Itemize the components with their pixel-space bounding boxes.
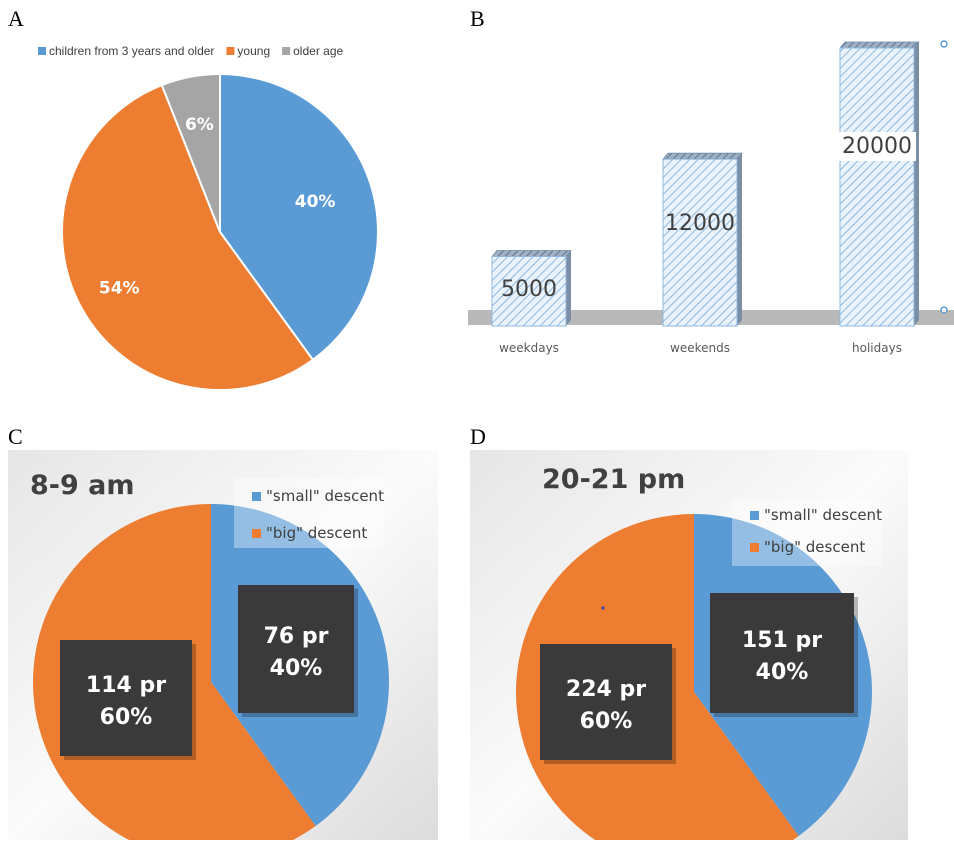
chart-b-bar-side-3 <box>914 42 919 326</box>
chart-a-label-1: 40% <box>295 192 336 212</box>
chart-c-label-pct-1: 40% <box>270 656 323 681</box>
chart-a-legend-swatch-1 <box>38 47 46 55</box>
chart-d-label-box-2 <box>540 644 672 760</box>
chart-b-bar-top-1 <box>491 250 572 257</box>
chart-d-label-count-1: 151 pr <box>742 628 822 653</box>
chart-a-legend-entry-2: young <box>237 44 270 58</box>
chart-b-category-1: weekdays <box>499 341 559 355</box>
chart-c-data-labels: 76 pr 40% 114 pr 60% <box>60 585 358 760</box>
chart-b-value-label-bg-3 <box>838 132 916 161</box>
chart-a-slice-2 <box>61 83 315 390</box>
chart-d-title: 20-21 pm <box>542 464 685 495</box>
chart-b-bars <box>491 41 920 327</box>
chart-c-label-count-1: 76 pr <box>264 624 329 649</box>
chart-d-label-pct-1: 40% <box>756 660 809 685</box>
chart-a-legend: children from 3 years and older young olde… <box>38 44 343 58</box>
chart-a-data-labels: 40% 54% 6% <box>99 115 336 298</box>
chart-d-pie: 20-21 pm "small" descent "big" descent 15… <box>470 450 908 840</box>
chart-d-legend: "small" descent "big" descent <box>750 506 882 556</box>
chart-c-legend-entry-2: "big" descent <box>266 524 367 542</box>
chart-a-legend-entry-3: older age <box>293 44 343 58</box>
chart-b-category-3: holidays <box>852 341 902 355</box>
chart-b-category-labels: weekdays weekends holidays <box>499 341 902 355</box>
chart-b-category-2: weekends <box>670 341 730 355</box>
chart-a-pie: children from 3 years and older young olde… <box>38 44 379 390</box>
chart-c-legend-swatch-1 <box>252 492 261 501</box>
chart-b-bar: 5000 12000 20000 weekdays weekends holidays <box>468 40 954 355</box>
chart-b-handle-top <box>940 40 948 48</box>
chart-b-value-label-2: 12000 <box>665 211 735 236</box>
chart-d-legend-swatch-2 <box>750 543 759 552</box>
chart-b-bar-1 <box>491 256 567 327</box>
panel-label-c: C <box>8 424 23 449</box>
chart-b-data-labels: 5000 12000 20000 <box>501 132 916 302</box>
chart-c-legend: "small" descent "big" descent <box>252 487 384 542</box>
chart-d-legend-entry-2: "big" descent <box>764 538 865 556</box>
chart-a-legend-swatch-3 <box>282 47 291 55</box>
chart-b-handle-bottom <box>940 306 948 314</box>
chart-a-slice-3 <box>160 72 221 233</box>
chart-c-title: 8-9 am <box>30 470 135 501</box>
chart-d-dot <box>601 606 605 610</box>
chart-a-legend-swatch-2 <box>226 47 235 55</box>
chart-d-label-pct-2: 60% <box>580 709 633 734</box>
chart-c-label-box-2 <box>60 640 192 756</box>
chart-a-legend-entry-1: children from 3 years and older <box>49 44 214 58</box>
chart-a-slice-1 <box>219 72 379 362</box>
chart-b-bar-3 <box>839 47 915 327</box>
chart-b-value-label-1: 5000 <box>501 277 557 302</box>
panel-label-d: D <box>470 424 486 449</box>
chart-b-bar-side-2 <box>737 153 742 326</box>
chart-c-label-count-2: 114 pr <box>86 673 166 698</box>
chart-d-legend-swatch-1 <box>750 511 759 520</box>
panel-label-b: B <box>470 6 485 31</box>
chart-c-label-box-1 <box>238 585 354 713</box>
chart-b-bar-2 <box>662 158 738 327</box>
chart-b-value-label-3: 20000 <box>842 134 912 159</box>
chart-d-data-labels: 151 pr 40% 224 pr 60% <box>540 593 858 764</box>
chart-a-slices <box>61 72 379 390</box>
chart-b-bar-top-2 <box>662 152 743 160</box>
chart-d-label-count-2: 224 pr <box>566 677 646 702</box>
chart-b-bar-side-1 <box>566 250 571 326</box>
chart-c-legend-entry-1: "small" descent <box>266 487 384 505</box>
chart-c-pie: 8-9 am "small" descent "big" descent 76 p… <box>8 450 438 840</box>
chart-d-legend-entry-1: "small" descent <box>764 506 882 524</box>
chart-a-label-2: 54% <box>99 278 140 298</box>
chart-c-label-pct-2: 60% <box>100 705 153 730</box>
chart-b-bar-top-3 <box>839 41 920 49</box>
chart-c-legend-swatch-2 <box>252 529 261 538</box>
chart-a-label-3: 6% <box>185 115 214 135</box>
chart-d-label-box-1 <box>710 593 854 713</box>
panel-label-a: A <box>8 6 24 31</box>
